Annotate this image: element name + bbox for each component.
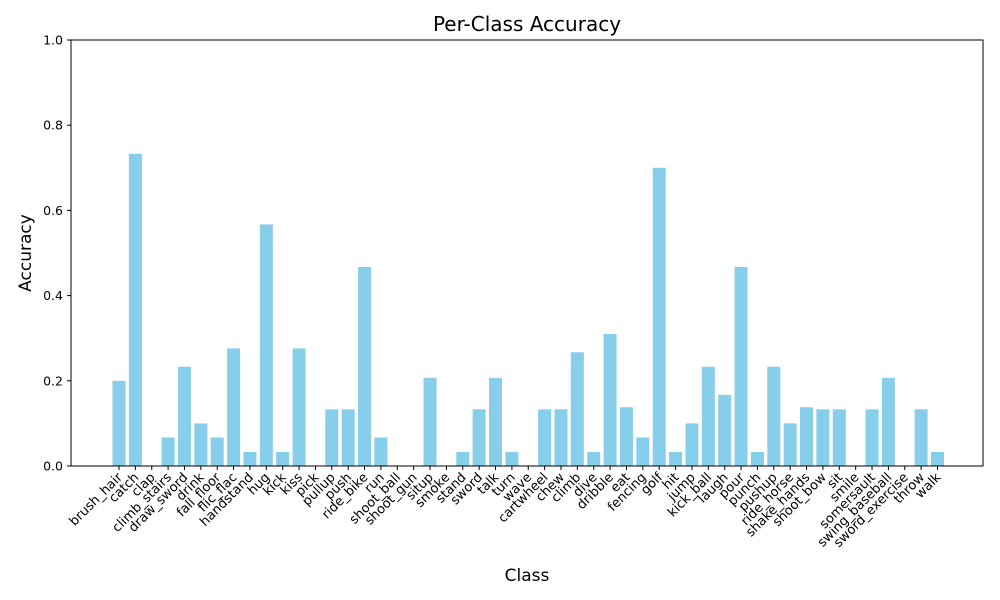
y-tick-label: 0.4 xyxy=(43,288,63,303)
bar-brush_hair xyxy=(112,380,126,466)
bar-golf xyxy=(652,167,666,467)
bar-eat xyxy=(619,407,633,466)
bar-kick_ball xyxy=(701,366,715,466)
bar-punch xyxy=(750,451,764,466)
bar-hit xyxy=(669,451,683,466)
bar-kick xyxy=(276,451,290,466)
bar-sword xyxy=(472,409,486,466)
plot-frame xyxy=(70,39,984,467)
x-axis-label: Class xyxy=(505,566,550,586)
y-tick-label: 1.0 xyxy=(43,33,63,48)
bar-climb xyxy=(570,352,584,466)
chart-title: Per-Class Accuracy xyxy=(433,12,621,36)
bar-handstand xyxy=(243,451,257,466)
bar-climb_stairs xyxy=(161,437,175,466)
bar-kiss xyxy=(292,348,306,466)
bar-push xyxy=(341,409,355,466)
bar-laugh xyxy=(718,394,732,466)
bar-ride_horse xyxy=(783,423,797,466)
bar-situp xyxy=(423,377,437,466)
bar-shoot_bow xyxy=(816,409,830,466)
bar-jump xyxy=(685,423,699,466)
bar-throw xyxy=(914,409,928,466)
y-tick-label: 0.2 xyxy=(43,373,63,388)
bar-hug xyxy=(259,224,273,466)
bar-fall_floor xyxy=(210,437,224,466)
bar-draw_sword xyxy=(177,366,191,466)
x-axis: brush_haircatchclapclimb_stairsdraw_swor… xyxy=(67,466,945,551)
y-axis-label: Accuracy xyxy=(16,214,36,292)
bar-drink xyxy=(194,423,208,466)
bar-cartwheel xyxy=(538,409,552,466)
bar-pullup xyxy=(325,409,339,466)
y-tick-label: 0.8 xyxy=(43,118,63,133)
bar-somersault xyxy=(865,409,879,466)
bar-pour xyxy=(734,267,748,466)
bars-group xyxy=(112,153,944,467)
bar-dive xyxy=(587,451,601,466)
bar-stand xyxy=(456,451,470,466)
y-axis: 0.0 0.2 0.4 0.6 0.8 1.0 xyxy=(43,33,71,474)
bar-sit xyxy=(832,409,846,466)
bar-catch xyxy=(128,153,142,467)
bar-chew xyxy=(554,409,568,466)
bar-pushup xyxy=(767,366,781,466)
y-tick-label: 0.0 xyxy=(43,459,63,474)
bar-dribble xyxy=(603,333,617,466)
bar-walk xyxy=(931,451,944,466)
bar-flic_flac xyxy=(227,348,241,466)
bar-turn xyxy=(505,451,519,466)
bar-swing_baseball xyxy=(881,377,895,466)
bar-shake_hands xyxy=(800,407,814,466)
bar-ride_bike xyxy=(358,267,372,466)
bar-fencing xyxy=(636,437,650,466)
bar-talk xyxy=(489,377,503,466)
bar-run xyxy=(374,437,388,466)
y-tick-label: 0.6 xyxy=(43,203,63,218)
